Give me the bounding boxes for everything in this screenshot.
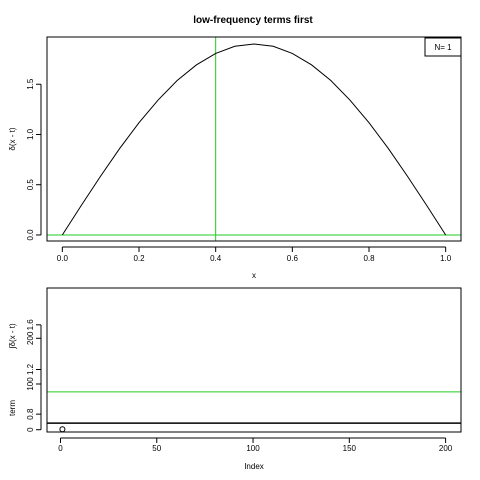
top-plot-frame [46, 36, 462, 242]
x-tick-label: 0.2 [133, 254, 145, 263]
y-tick-label: 1.5 [26, 78, 35, 90]
legend-box [424, 37, 462, 57]
bottom-x-axis-label: Index [244, 462, 264, 471]
x-tick-label: 200 [439, 444, 453, 453]
chart-title: low-frequency terms first [193, 15, 313, 26]
x-tick-label: 0.4 [210, 254, 222, 263]
y-tick-label: 0.0 [26, 229, 35, 241]
top-plot-area [47, 37, 461, 241]
bottom-panel: 0 50 100 150 200 0.8 1.2 1.6 0 100 200 Index ∫δ(… [8, 287, 462, 471]
top-x-axis: 0.0 0.2 0.4 0.6 0.8 1.0 [57, 246, 452, 263]
x-tick-label: 0.0 [57, 254, 69, 263]
top-y-axis-label: δ(x - t) [8, 127, 17, 150]
term-points [59, 426, 66, 433]
y-tick-label: 1.0 [26, 128, 35, 140]
top-y-axis: 0.0 0.5 1.0 1.5 [26, 78, 42, 241]
x-tick-label: 1.0 [440, 254, 452, 263]
y-tick-label: 200 [26, 331, 35, 345]
y-tick-label: 0 [26, 427, 35, 432]
y-tick-label: 100 [26, 377, 35, 391]
x-tick-label: 0 [58, 444, 63, 453]
x-tick-label: 50 [152, 444, 161, 453]
y-tick-label: 0.5 [26, 179, 35, 191]
bottom-upper-y-axis-label: ∫δ(x - t) [8, 323, 17, 350]
bottom-plot-area [47, 391, 461, 433]
x-tick-label: 150 [343, 444, 357, 453]
legend-text: N= 1 [434, 43, 452, 52]
bottom-lower-y-axis: 0 100 200 [26, 331, 42, 432]
y-tick-label: 0.8 [26, 408, 35, 420]
x-tick-label: 100 [246, 444, 260, 453]
bottom-plot-frame [46, 287, 462, 433]
top-panel: 0.0 0.2 0.4 0.6 0.8 1.0 0.0 0.5 1.0 1.5 x δ(x - … [8, 36, 462, 280]
y-tick-label: 1.6 [26, 319, 35, 331]
bottom-lower-y-axis-label: term [8, 400, 17, 416]
top-x-axis-label: x [252, 271, 256, 280]
bottom-x-axis: 0 50 100 150 200 [58, 437, 453, 453]
series-line [61, 43, 447, 236]
term-point [59, 426, 66, 433]
legend: N= 1 [424, 37, 462, 57]
x-tick-label: 0.8 [363, 254, 375, 263]
x-tick-label: 0.6 [287, 254, 299, 263]
y-tick-label: 1.2 [26, 363, 35, 375]
